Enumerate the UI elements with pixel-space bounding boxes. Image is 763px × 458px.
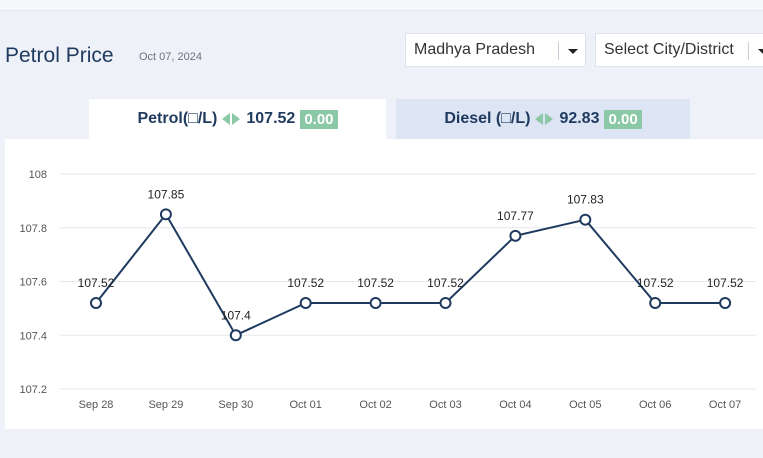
x-tick-label: Sep 30 [218, 399, 253, 411]
y-tick-label: 108 [29, 169, 47, 181]
state-select[interactable]: Madhya Pradesh [405, 33, 586, 67]
series-line [95, 212, 726, 337]
data-point[interactable] [369, 297, 382, 309]
data-point[interactable] [90, 297, 102, 309]
header: Petrol Price Oct 07, 2024 Madhya Pradesh… [0, 18, 763, 98]
data-label: 107.4 [221, 308, 251, 322]
y-tick-label: 107.4 [19, 330, 47, 342]
data-point[interactable] [439, 297, 452, 309]
chart-gridlines [59, 173, 756, 390]
data-point[interactable] [159, 208, 172, 221]
x-axis-ticks: Sep 28 Sep 29 Sep 30 Oct 01 Oct 02 Oct 03 Oct … [79, 399, 742, 411]
price-change-arrows-icon [222, 113, 241, 125]
x-tick-label: Sep 29 [148, 399, 183, 411]
price-date: Oct 07, 2024 [139, 51, 202, 63]
data-label: 107.52 [287, 276, 324, 290]
y-axis-ticks: 107.2 107.4 107.6 107.8 108 [19, 169, 47, 396]
chevron-down-icon[interactable] [558, 42, 583, 60]
data-label: 107.83 [567, 193, 604, 207]
chart-panel: 107.2 107.4 107.6 107.8 108 Sep 28 Sep 29 Sep … [5, 139, 763, 429]
data-point[interactable] [509, 229, 522, 242]
data-point[interactable] [299, 297, 312, 309]
x-tick-label: Oct 02 [359, 399, 391, 411]
data-label: 107.52 [427, 276, 464, 290]
data-label: 107.52 [707, 276, 744, 290]
x-tick-label: Oct 04 [499, 399, 531, 411]
tab-diesel-change-badge: 0.00 [604, 109, 642, 129]
data-label: 107.77 [497, 209, 534, 223]
price-change-arrows-icon [535, 113, 554, 125]
data-label: 107.52 [357, 276, 394, 290]
data-point[interactable] [229, 329, 242, 342]
data-label: 107.85 [148, 187, 185, 201]
tab-petrol[interactable]: Petrol(□/L) 107.52 0.00 [89, 99, 386, 139]
x-tick-label: Oct 06 [639, 399, 671, 411]
city-select-value: Select City/District [604, 41, 734, 58]
data-point[interactable] [649, 297, 662, 309]
tab-petrol-price: 107.52 [246, 110, 296, 127]
top-bar [0, 0, 763, 11]
y-tick-label: 107.8 [19, 223, 47, 235]
page-title: Petrol Price [5, 44, 114, 67]
data-label: 107.52 [637, 276, 674, 290]
y-tick-label: 107.6 [19, 277, 47, 289]
tab-diesel-price: 92.83 [559, 110, 600, 127]
tab-petrol-change-badge: 0.00 [300, 109, 338, 129]
data-point[interactable] [719, 297, 732, 309]
series-points [90, 208, 732, 342]
chevron-down-icon[interactable] [748, 42, 763, 60]
data-point[interactable] [579, 213, 592, 226]
data-labels: 107.52 107.85 107.4 107.52 107.52 107.52 107.7… [78, 187, 744, 322]
x-tick-label: Oct 05 [569, 399, 601, 411]
x-tick-label: Oct 03 [429, 399, 461, 411]
tab-diesel-label: Diesel (□/L) [444, 110, 531, 127]
y-tick-label: 107.2 [19, 384, 47, 396]
x-tick-label: Oct 01 [289, 399, 321, 411]
x-tick-label: Sep 28 [79, 399, 114, 411]
tab-diesel[interactable]: Diesel (□/L) 92.83 0.00 [396, 99, 690, 139]
state-select-value: Madhya Pradesh [414, 41, 535, 58]
tab-petrol-label: Petrol(□/L) [137, 110, 218, 127]
data-label: 107.52 [78, 276, 115, 290]
x-tick-label: Oct 07 [709, 399, 741, 411]
city-select[interactable]: Select City/District [595, 33, 763, 67]
